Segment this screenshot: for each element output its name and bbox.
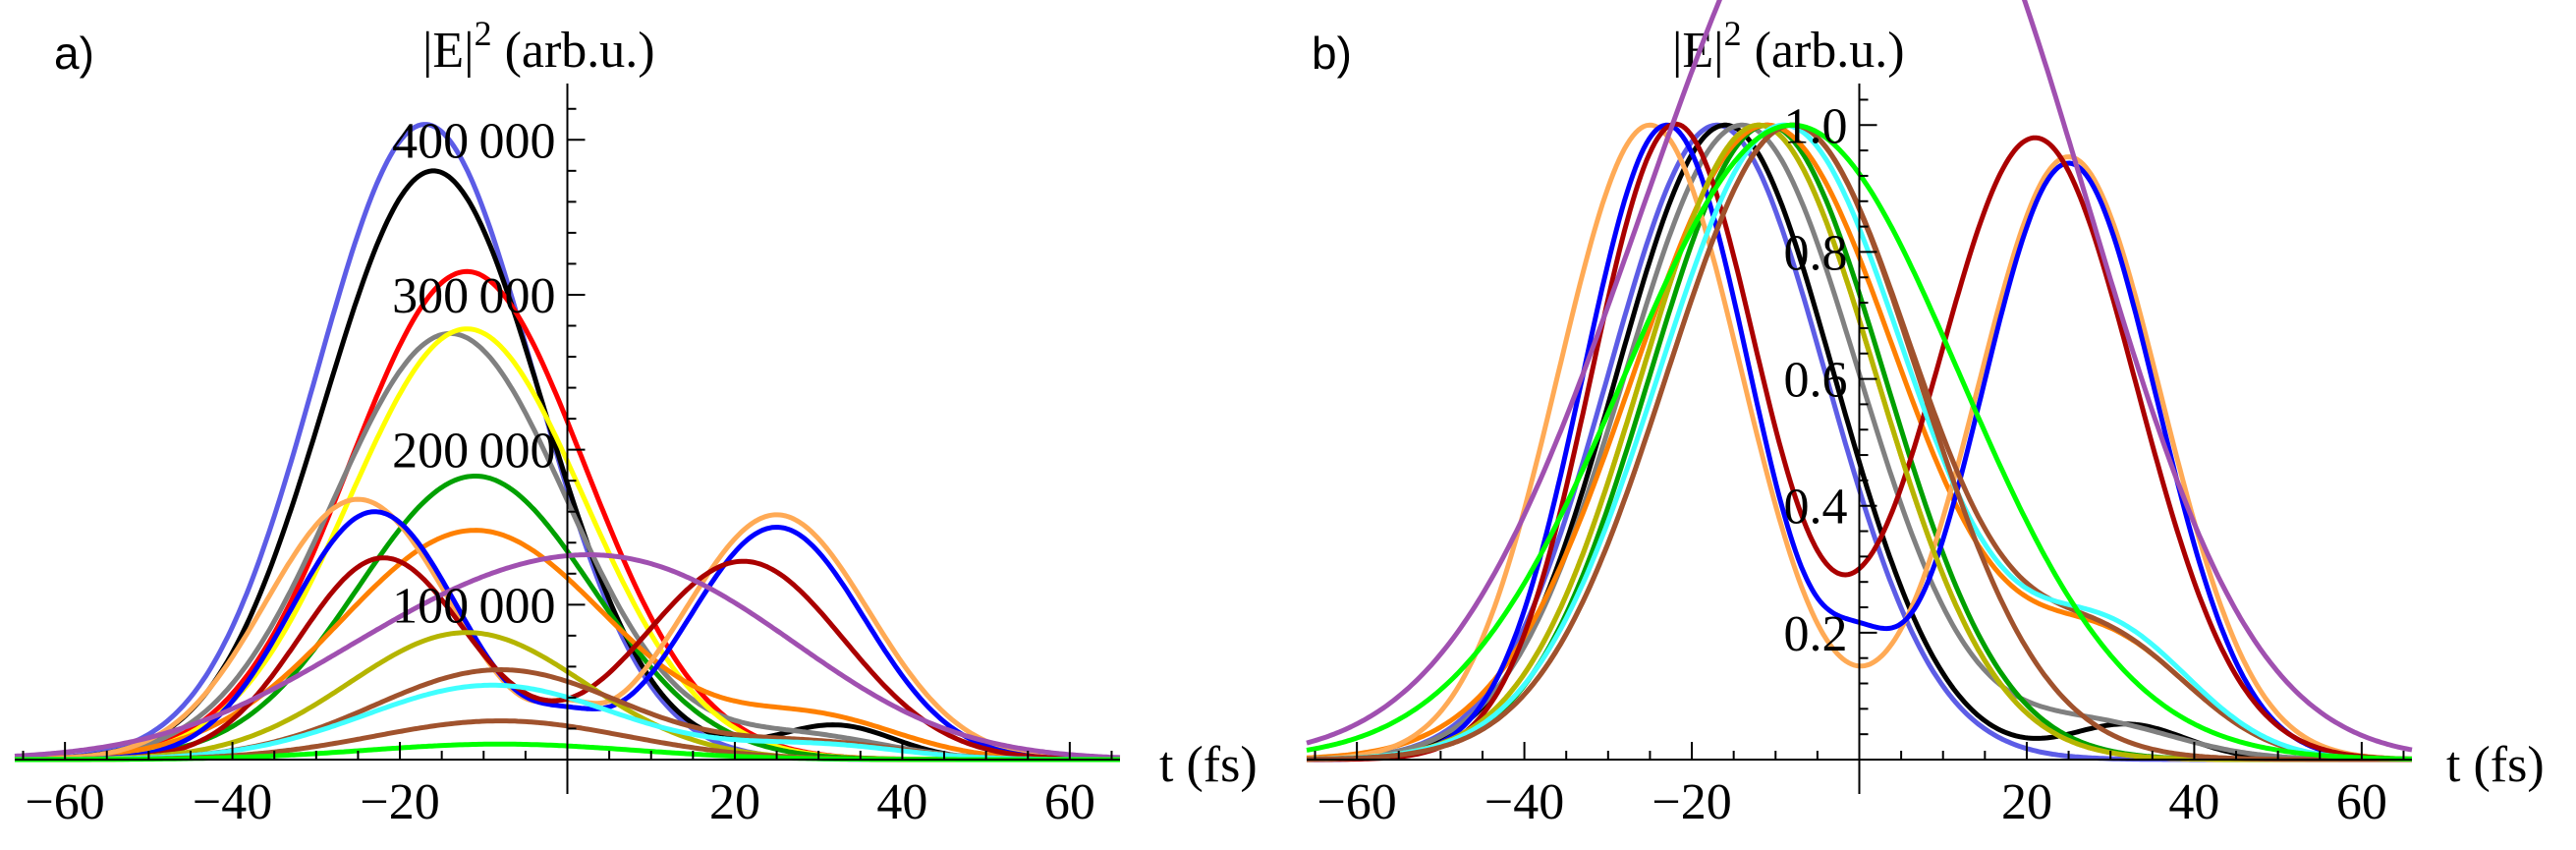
x-tick-label: −20 — [1652, 774, 1731, 830]
x-tick-label: −20 — [360, 774, 439, 830]
x-tick-label: −60 — [1316, 774, 1396, 830]
panel-a-axes: −60 −40 −20 20 40 60 100 000 200 000 300 000 400 … — [15, 84, 1120, 830]
panel-a-ylabel-sup: 2 — [475, 14, 492, 53]
panel-a-ylabel-unit: (arb.u.) — [492, 23, 655, 79]
panel-b: b) |E|2 (arb.u.) t (fs) −60 −40 −20 20 40 60 0… — [1306, 0, 2545, 830]
x-tick-label: 20 — [709, 774, 760, 830]
x-tick-label: 40 — [876, 774, 927, 830]
y-tick-label: 1.0 — [1784, 98, 1848, 154]
panel-a-xlabel: t (fs) — [1159, 737, 1258, 793]
x-tick-label: −60 — [25, 774, 104, 830]
panel-a: a) |E|2 (arb.u.) t (fs) −60 −40 −20 20 40 60 1… — [14, 14, 1258, 830]
x-tick-label: 40 — [2168, 774, 2219, 830]
y-tick-label: 0.8 — [1784, 225, 1848, 281]
series-line-purple — [1306, 0, 2413, 753]
panel-a-ylabel: |E|2 (arb.u.) — [422, 14, 655, 79]
y-tick-label: 400 000 — [392, 113, 555, 169]
x-tick-label: 20 — [2001, 774, 2052, 830]
panel-b-ylabel: |E|2 (arb.u.) — [1672, 14, 1905, 79]
panel-a-label: a) — [54, 28, 94, 79]
x-tick-label: 60 — [1044, 774, 1095, 830]
y-tick-label: 0.4 — [1784, 480, 1848, 536]
x-tick-label: 60 — [2336, 774, 2387, 830]
panel-b-ylabel-sup: 2 — [1724, 14, 1742, 53]
panel-a-ylabel-main: |E| — [422, 23, 475, 79]
y-tick-label: 0.2 — [1784, 606, 1848, 662]
y-tick-label: 200 000 — [392, 424, 555, 480]
y-tick-label: 300 000 — [392, 268, 555, 324]
x-tick-label: −40 — [193, 774, 272, 830]
y-tick-label: 0.6 — [1784, 353, 1848, 409]
x-tick-label: −40 — [1484, 774, 1564, 830]
panel-b-xlabel: t (fs) — [2446, 737, 2545, 793]
panel-b-axes: −60 −40 −20 20 40 60 0.2 0.4 0.6 0.8 1.0 — [1307, 84, 2412, 830]
panel-b-ylabel-unit: (arb.u.) — [1742, 23, 1905, 79]
y-tick-label: 100 000 — [392, 578, 555, 634]
panel-b-label: b) — [1312, 28, 1352, 79]
